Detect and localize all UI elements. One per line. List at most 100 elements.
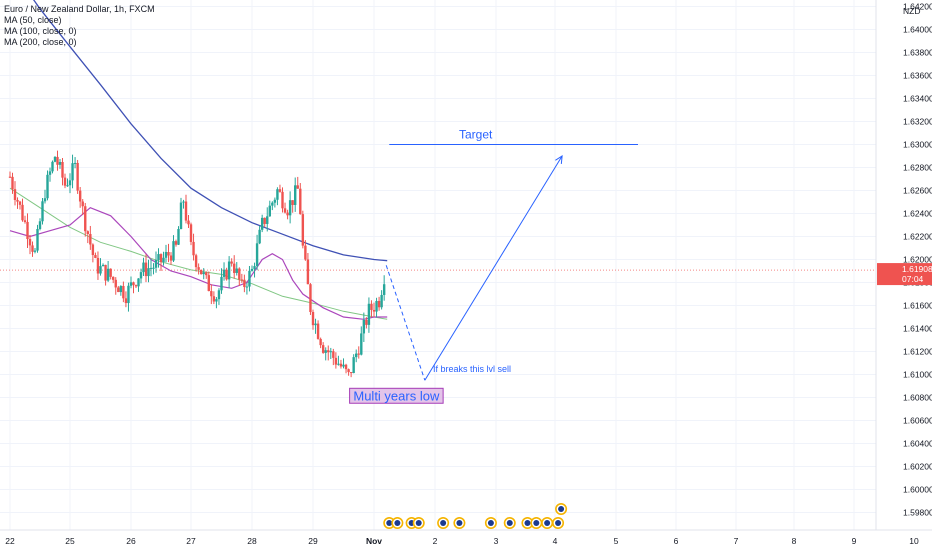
- candle-body: [220, 276, 223, 291]
- candles-layer: [8, 150, 386, 378]
- projection-dashed-line: [385, 265, 426, 381]
- candle-body: [21, 204, 24, 221]
- legend-ma200[interactable]: MA (200, close, 0): [4, 37, 77, 47]
- candle-body: [194, 255, 198, 268]
- legend: Euro / New Zealand Dollar, 1h, FXCM MA (…: [4, 4, 155, 48]
- candle-body: [360, 333, 363, 355]
- currency-label: NZD: [903, 6, 920, 16]
- legend-symbol[interactable]: Euro / New Zealand Dollar, 1h, FXCM: [4, 4, 155, 14]
- event-marker-flag: [558, 506, 565, 512]
- candle-body: [43, 198, 47, 202]
- candle-body: [28, 239, 32, 246]
- candle-body: [157, 254, 160, 260]
- candle-body: [41, 201, 44, 222]
- candle-body: [273, 199, 277, 203]
- candle-body: [235, 268, 238, 273]
- event-marker-flag: [386, 520, 393, 526]
- candle-body: [91, 244, 95, 256]
- candle-body: [230, 261, 233, 264]
- candle-body: [301, 214, 305, 246]
- ma50-line: [9, 207, 388, 320]
- y-tick-label: 1.63600: [903, 71, 932, 81]
- candle-body: [147, 268, 150, 277]
- x-tick-label: 27: [186, 536, 196, 546]
- candle-body: [172, 241, 175, 261]
- candle-body: [66, 185, 69, 187]
- candle-body: [212, 296, 216, 302]
- candle-body: [51, 161, 54, 172]
- candle-body: [263, 217, 266, 224]
- candle-body: [53, 156, 57, 162]
- candle-body: [182, 201, 185, 203]
- sell-note: If breaks this lvl sell: [433, 364, 511, 374]
- candle-body: [327, 350, 330, 353]
- candle-body: [207, 275, 210, 292]
- y-tick-label: 1.60600: [903, 416, 932, 426]
- x-tick-label: 26: [126, 536, 136, 546]
- candle-body: [149, 267, 153, 269]
- legend-ma100[interactable]: MA (100, close, 0): [4, 26, 77, 36]
- candle-body: [382, 284, 386, 295]
- candle-body: [309, 284, 312, 312]
- candle-body: [106, 268, 110, 281]
- y-tick-label: 1.62800: [903, 163, 932, 173]
- candle-body: [268, 205, 271, 217]
- candle-body: [281, 191, 284, 209]
- candle-body: [122, 285, 125, 299]
- y-tick-label: 1.61600: [903, 301, 932, 311]
- event-marker-flag: [394, 520, 401, 526]
- candle-body: [86, 231, 89, 234]
- candle-body: [324, 350, 327, 353]
- candle-body: [63, 177, 67, 186]
- candle-body: [38, 221, 42, 230]
- candle-body: [94, 255, 97, 258]
- x-tick-label: 8: [792, 536, 797, 546]
- event-marker-flag: [487, 520, 494, 526]
- candle-body: [71, 163, 74, 181]
- projection-arrow-line: [424, 155, 563, 381]
- candle-body: [58, 161, 62, 165]
- candle-body: [154, 259, 158, 268]
- candle-body: [129, 282, 133, 286]
- candle-body: [291, 200, 294, 205]
- candle-body: [288, 200, 292, 216]
- candle-body: [311, 311, 315, 326]
- grid-layer: [0, 0, 876, 530]
- candle-body: [137, 278, 140, 287]
- candle-body: [187, 220, 190, 225]
- candle-body: [253, 266, 256, 269]
- candle-body: [31, 245, 34, 252]
- x-tick-label: 4: [553, 536, 558, 546]
- candle-body: [329, 351, 332, 353]
- event-marker-flag: [506, 520, 513, 526]
- ma200-line: [32, 0, 388, 262]
- y-tick-label: 1.62400: [903, 209, 932, 219]
- candle-body: [152, 267, 155, 269]
- candle-body: [124, 298, 128, 304]
- ma100-line: [9, 187, 388, 320]
- candle-body: [184, 201, 188, 221]
- candle-body: [283, 208, 287, 213]
- x-tick-label: 25: [65, 536, 75, 546]
- candle-body: [342, 364, 345, 367]
- legend-ma50[interactable]: MA (50, close): [4, 15, 62, 25]
- candle-body: [266, 216, 269, 224]
- price-badge-value: 1.61908: [902, 264, 932, 274]
- candle-body: [68, 180, 72, 186]
- candle-body: [169, 255, 173, 261]
- candle-body: [23, 220, 27, 222]
- candle-body: [332, 351, 335, 358]
- y-tick-label: 1.62200: [903, 232, 932, 242]
- candle-body: [344, 364, 348, 370]
- candle-body: [179, 202, 183, 230]
- candle-body: [276, 189, 279, 200]
- x-tick-label: Nov: [366, 536, 382, 546]
- projection-arrowhead: [555, 155, 563, 165]
- event-marker-flag: [533, 520, 540, 526]
- candle-body: [357, 353, 360, 355]
- y-tick-label: 1.64200: [903, 2, 932, 12]
- candle-body: [278, 189, 282, 192]
